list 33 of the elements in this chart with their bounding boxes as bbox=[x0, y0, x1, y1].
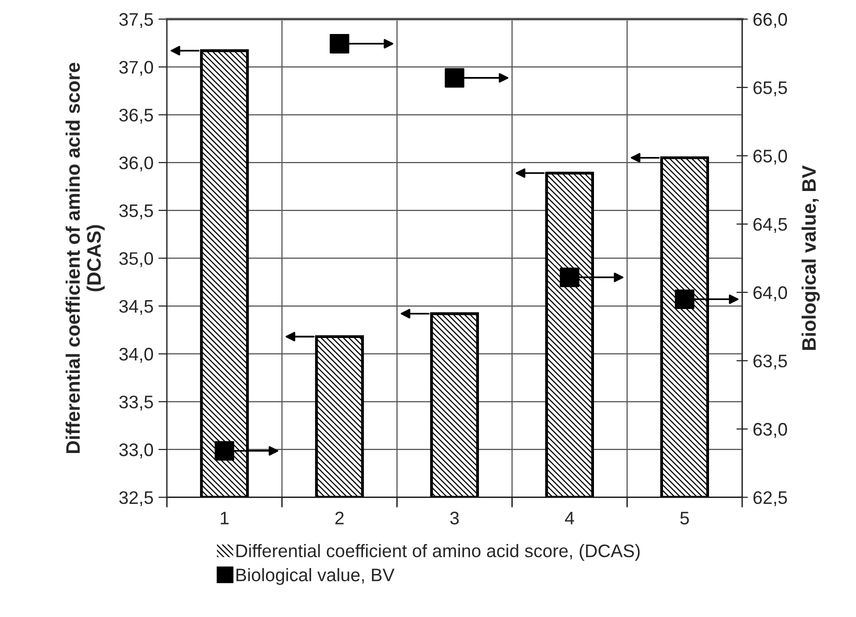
y2-tick-label: 66,0 bbox=[753, 13, 788, 28]
legend-label: Biological value, BV bbox=[236, 568, 394, 585]
x-tick-label: 3 bbox=[450, 512, 459, 524]
y2-tick-label: 65,0 bbox=[753, 150, 788, 165]
y2-tick-label: 64,0 bbox=[753, 286, 788, 302]
legend-label: Differential coefficient of amino acid score, (DCAS) bbox=[236, 544, 640, 561]
x-tick-label: 5 bbox=[680, 512, 689, 524]
y-tick-label: 32,5 bbox=[119, 491, 153, 506]
y-tick-label: 33,5 bbox=[119, 396, 153, 411]
y-tick-label: 36,0 bbox=[119, 156, 154, 172]
x-tick-label: 2 bbox=[335, 512, 344, 524]
y-tick-label: 37,0 bbox=[119, 60, 154, 76]
point bbox=[674, 289, 694, 309]
y2-tick-label: 65,5 bbox=[753, 81, 787, 96]
point bbox=[214, 441, 234, 461]
y-tick-label: 35,0 bbox=[119, 252, 154, 268]
y-tick-label: 36,5 bbox=[119, 108, 153, 124]
y2-tick-label: 63,0 bbox=[753, 422, 788, 438]
y-tick-label: 37,5 bbox=[119, 13, 153, 28]
x-tick-label: 1 bbox=[220, 512, 229, 524]
y2-tick-label: 63,5 bbox=[753, 354, 787, 370]
point bbox=[330, 34, 350, 54]
y2-tick-label: 64,5 bbox=[753, 218, 787, 233]
x-tick-label: 4 bbox=[564, 512, 574, 524]
y-tick-label: 34,0 bbox=[119, 348, 154, 363]
y-axis-title: Differential coefficient of amino acid score (DCAS) bbox=[66, 62, 105, 454]
y-tick-label: 34,5 bbox=[119, 300, 153, 315]
point bbox=[444, 68, 464, 88]
point bbox=[560, 268, 580, 288]
y2-axis-title: Biological value, BV bbox=[802, 165, 820, 350]
y-tick-label: 33,0 bbox=[119, 443, 154, 458]
y2-tick-label: 62,5 bbox=[753, 491, 787, 506]
y-tick-label: 35,5 bbox=[119, 204, 153, 220]
